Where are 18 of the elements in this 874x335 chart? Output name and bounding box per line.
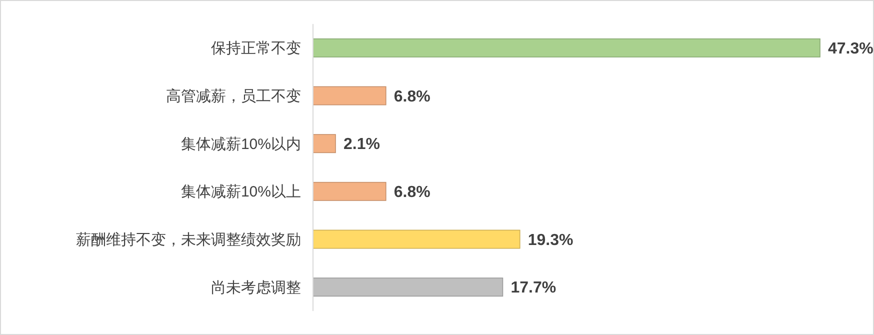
- data-label: 6.8%: [394, 88, 430, 106]
- bar: [312, 38, 820, 58]
- data-label: 17.7%: [510, 280, 556, 297]
- y-tick-label: 保持正常不变: [211, 40, 301, 58]
- bar: [312, 86, 386, 106]
- data-label: 47.3%: [828, 40, 874, 58]
- bar: [312, 134, 336, 154]
- y-tick-label: 薪酬维持不变，未来调整绩效奖励: [76, 232, 301, 248]
- bar: [312, 278, 504, 297]
- y-tick-label: 集体减薪10%以上: [180, 184, 301, 201]
- y-tick-label: 集体减薪10%以内: [180, 136, 301, 153]
- data-label: 6.8%: [394, 184, 430, 202]
- bar: [312, 182, 386, 201]
- bar: [312, 230, 520, 249]
- y-tick-label: 高管减薪，员工不变: [166, 88, 301, 105]
- y-tick-label: 尚未考虑调整: [211, 279, 301, 296]
- data-label: 2.1%: [344, 136, 380, 154]
- data-label: 19.3%: [528, 232, 574, 249]
